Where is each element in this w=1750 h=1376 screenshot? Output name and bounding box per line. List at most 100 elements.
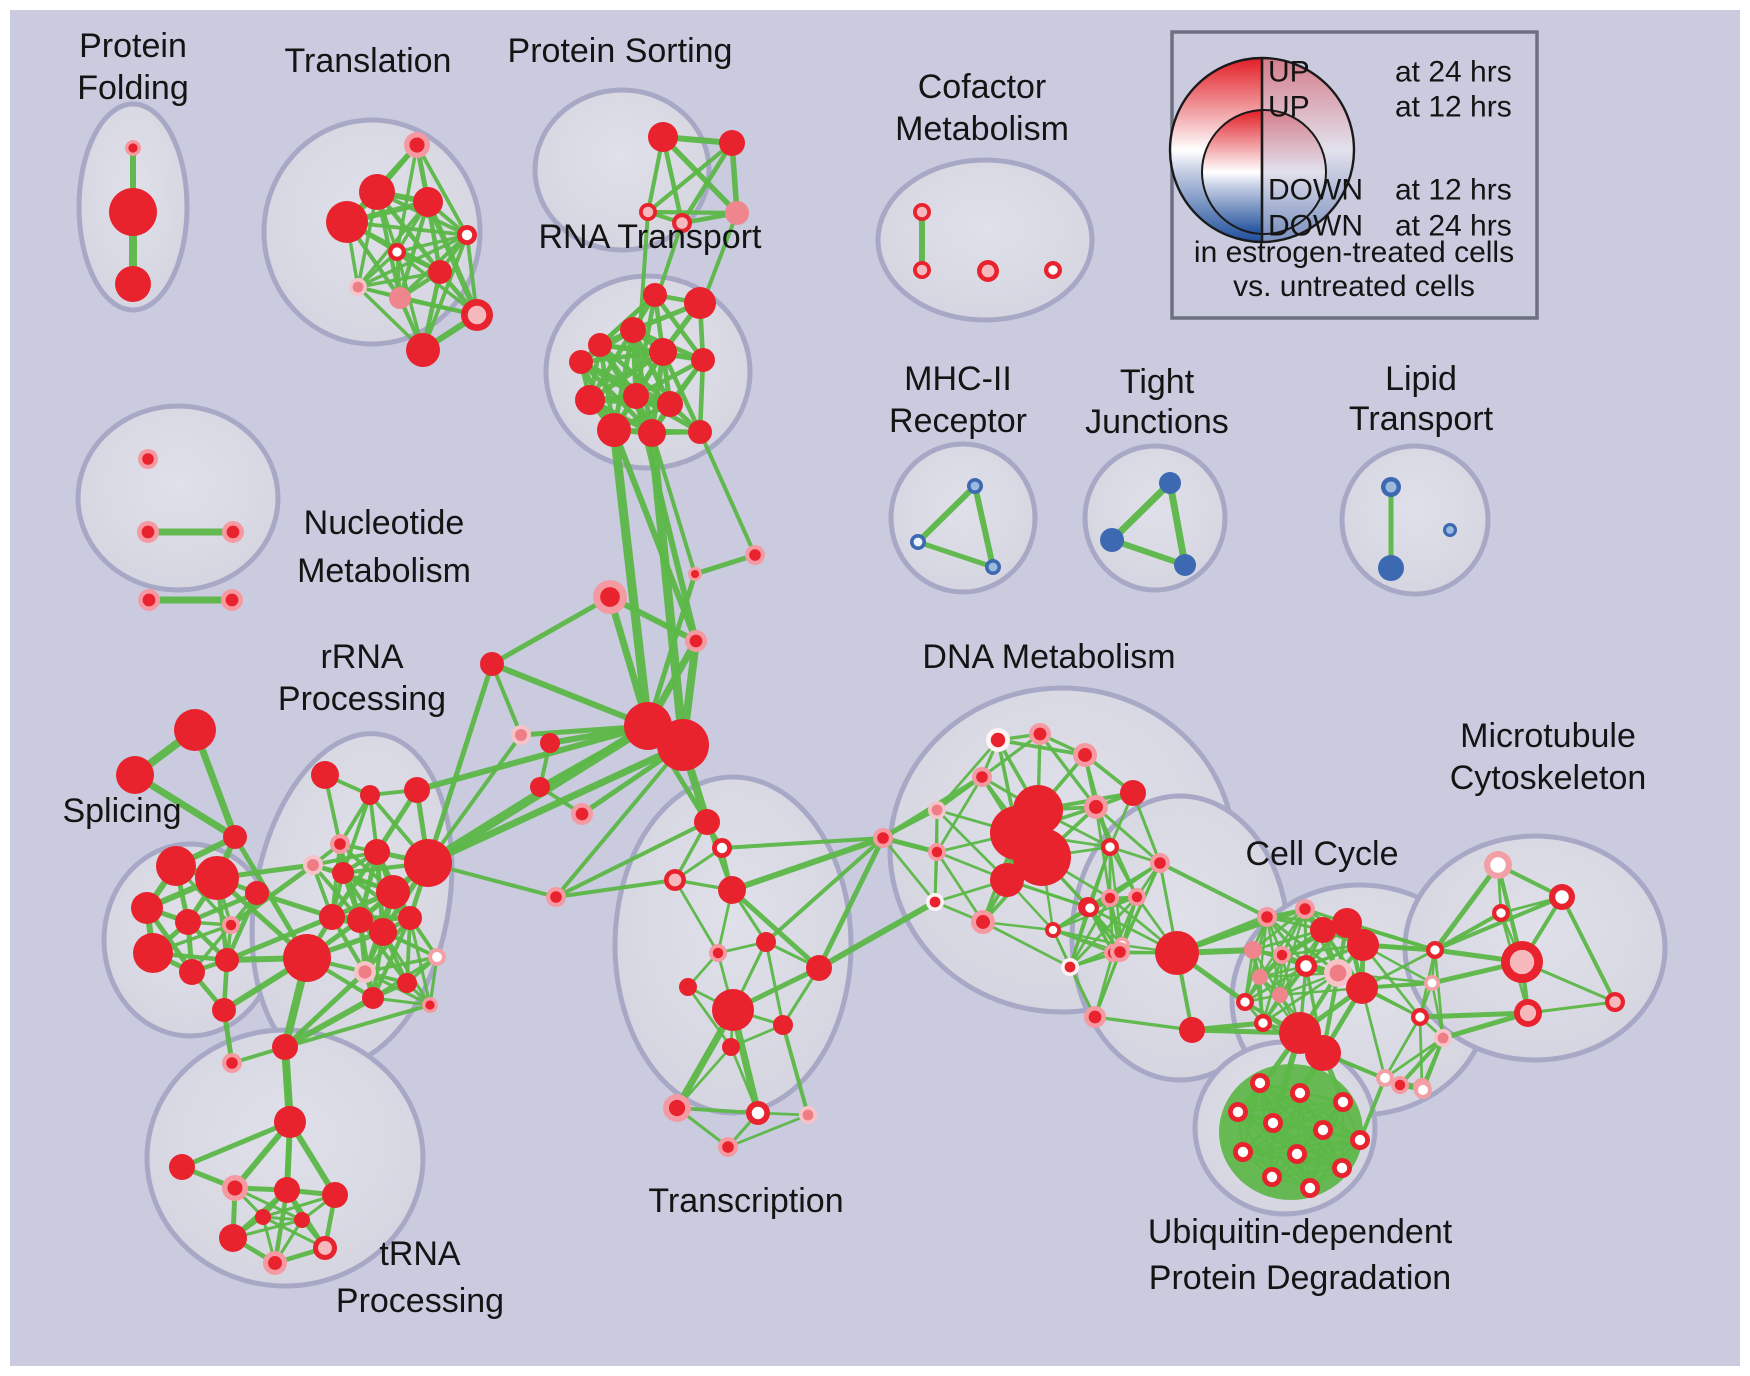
dna-metabolism-node bbox=[1155, 931, 1199, 975]
network-edge bbox=[972, 483, 996, 570]
network-edge bbox=[554, 878, 677, 899]
rna-transport-node bbox=[643, 283, 667, 307]
cell-cycle-node-core bbox=[1329, 964, 1347, 982]
network-edge bbox=[764, 836, 885, 944]
cell-cycle-node bbox=[1332, 908, 1362, 938]
nucleotide-metabolism-node-core bbox=[141, 525, 155, 539]
network-edge bbox=[1560, 895, 1617, 1004]
network-edge bbox=[981, 920, 1072, 969]
network-edge bbox=[611, 427, 699, 644]
protein-sorting-node bbox=[725, 201, 749, 225]
ubiquitin-degradation-node-core bbox=[1254, 1077, 1266, 1089]
dna-metabolism-node-core bbox=[990, 732, 1006, 748]
transcription-node-core bbox=[712, 947, 724, 959]
central-hub-node-core bbox=[515, 729, 527, 741]
splicing-node bbox=[156, 846, 196, 886]
network-edge bbox=[554, 820, 709, 899]
network-edge bbox=[1430, 981, 1445, 1040]
mhc-ii-receptor-node-core bbox=[988, 562, 998, 572]
network-edge bbox=[1526, 1000, 1617, 1015]
network-edge bbox=[660, 134, 740, 216]
rrna-processing-node-core bbox=[307, 859, 319, 871]
transcription-node bbox=[806, 955, 832, 981]
splicing-node bbox=[245, 881, 269, 905]
translation-node bbox=[428, 260, 452, 284]
network-edge bbox=[283, 1003, 432, 1049]
translation-node bbox=[413, 187, 443, 217]
splicing-node bbox=[175, 909, 201, 935]
splicing-node bbox=[131, 892, 163, 924]
trna-processing-node bbox=[219, 1224, 247, 1252]
network-edge bbox=[1158, 861, 1269, 919]
cofactor-metabolism-node-core bbox=[916, 264, 928, 276]
nucleotide-metabolism-ellipse bbox=[75, 403, 281, 593]
nucleotide-metabolism-node-core bbox=[225, 593, 239, 607]
transcription-node bbox=[773, 1015, 793, 1035]
network-edge bbox=[1118, 861, 1162, 954]
network-edge bbox=[395, 233, 469, 254]
tight-junctions-node bbox=[1100, 528, 1124, 552]
cell-cycle-node bbox=[1244, 941, 1262, 959]
dna-metabolism-node-core bbox=[1088, 1010, 1102, 1024]
network-edge bbox=[692, 552, 758, 577]
microtubule-cytoskeleton-node-core bbox=[1496, 908, 1506, 918]
rna-transport-node bbox=[623, 383, 649, 409]
cell-cycle-node bbox=[1310, 917, 1336, 943]
cell-cycle-node-core bbox=[1276, 949, 1288, 961]
transcription-node bbox=[712, 989, 754, 1031]
cell-cycle-node-core bbox=[1261, 911, 1273, 923]
protein-folding-label: Folding bbox=[77, 69, 189, 107]
network-edge bbox=[1236, 1110, 1312, 1190]
network-edge bbox=[1433, 948, 1445, 1040]
cofactor-metabolism-node-core bbox=[981, 264, 995, 278]
network-edge bbox=[645, 209, 740, 216]
legend-direction-label: UP bbox=[1268, 56, 1310, 89]
network-edge bbox=[179, 1119, 293, 1170]
tight-junctions-ellipse bbox=[1082, 443, 1228, 593]
cell-cycle-node bbox=[1252, 969, 1268, 985]
central-hub-node-core bbox=[600, 587, 620, 607]
network-edge bbox=[1108, 845, 1139, 899]
protein-folding-node-core bbox=[128, 143, 138, 153]
network-edge bbox=[729, 835, 886, 893]
translation-node-core bbox=[409, 137, 425, 153]
trna-processing-node bbox=[274, 1177, 300, 1203]
central-hub-node bbox=[530, 777, 550, 797]
rrna-processing-node-core bbox=[425, 1000, 435, 1010]
network-edge bbox=[1093, 950, 1122, 1019]
trna-processing-node-core bbox=[268, 1256, 282, 1270]
rrna-processing-node bbox=[283, 934, 331, 982]
splicing-node bbox=[195, 856, 239, 900]
nucleotide-metabolism-label: Metabolism bbox=[297, 552, 471, 590]
legend-direction-label: UP bbox=[1268, 91, 1310, 124]
transcription-node-core bbox=[716, 842, 728, 854]
network-edge bbox=[1270, 1166, 1344, 1179]
network-edge bbox=[1270, 1100, 1345, 1179]
network-edge bbox=[1270, 1138, 1362, 1179]
ubiquitin-degradation-label: Ubiquitin-dependent bbox=[1148, 1213, 1453, 1251]
trna-processing-node bbox=[274, 1106, 306, 1138]
central-hub-node bbox=[174, 709, 216, 751]
trna-processing-node bbox=[322, 1182, 348, 1208]
splicing-node-core bbox=[225, 919, 237, 931]
lipid-transport-node-core bbox=[1385, 481, 1397, 493]
dna-metabolism-node-core bbox=[1048, 925, 1058, 935]
ubiquitin-degradation-node-core bbox=[1267, 1117, 1279, 1129]
central-hub-node-core bbox=[689, 634, 703, 648]
protein-sorting-node-core bbox=[642, 206, 654, 218]
rna-transport-node bbox=[575, 385, 605, 415]
network-edge bbox=[1295, 1138, 1362, 1156]
dna-metabolism-node-core bbox=[1131, 891, 1143, 903]
cofactor-metabolism-node-core bbox=[916, 206, 928, 218]
network-edge bbox=[1440, 1010, 1531, 1041]
ubiquitin-degradation-node-core bbox=[1336, 1162, 1348, 1174]
network-edge bbox=[1433, 895, 1564, 952]
network-edge bbox=[490, 662, 523, 737]
network-edge bbox=[673, 878, 720, 955]
rna-transport-node bbox=[657, 391, 683, 417]
splicing-node bbox=[179, 959, 205, 985]
dna-metabolism-node-core bbox=[931, 846, 943, 858]
rrna-processing-node bbox=[362, 987, 384, 1009]
